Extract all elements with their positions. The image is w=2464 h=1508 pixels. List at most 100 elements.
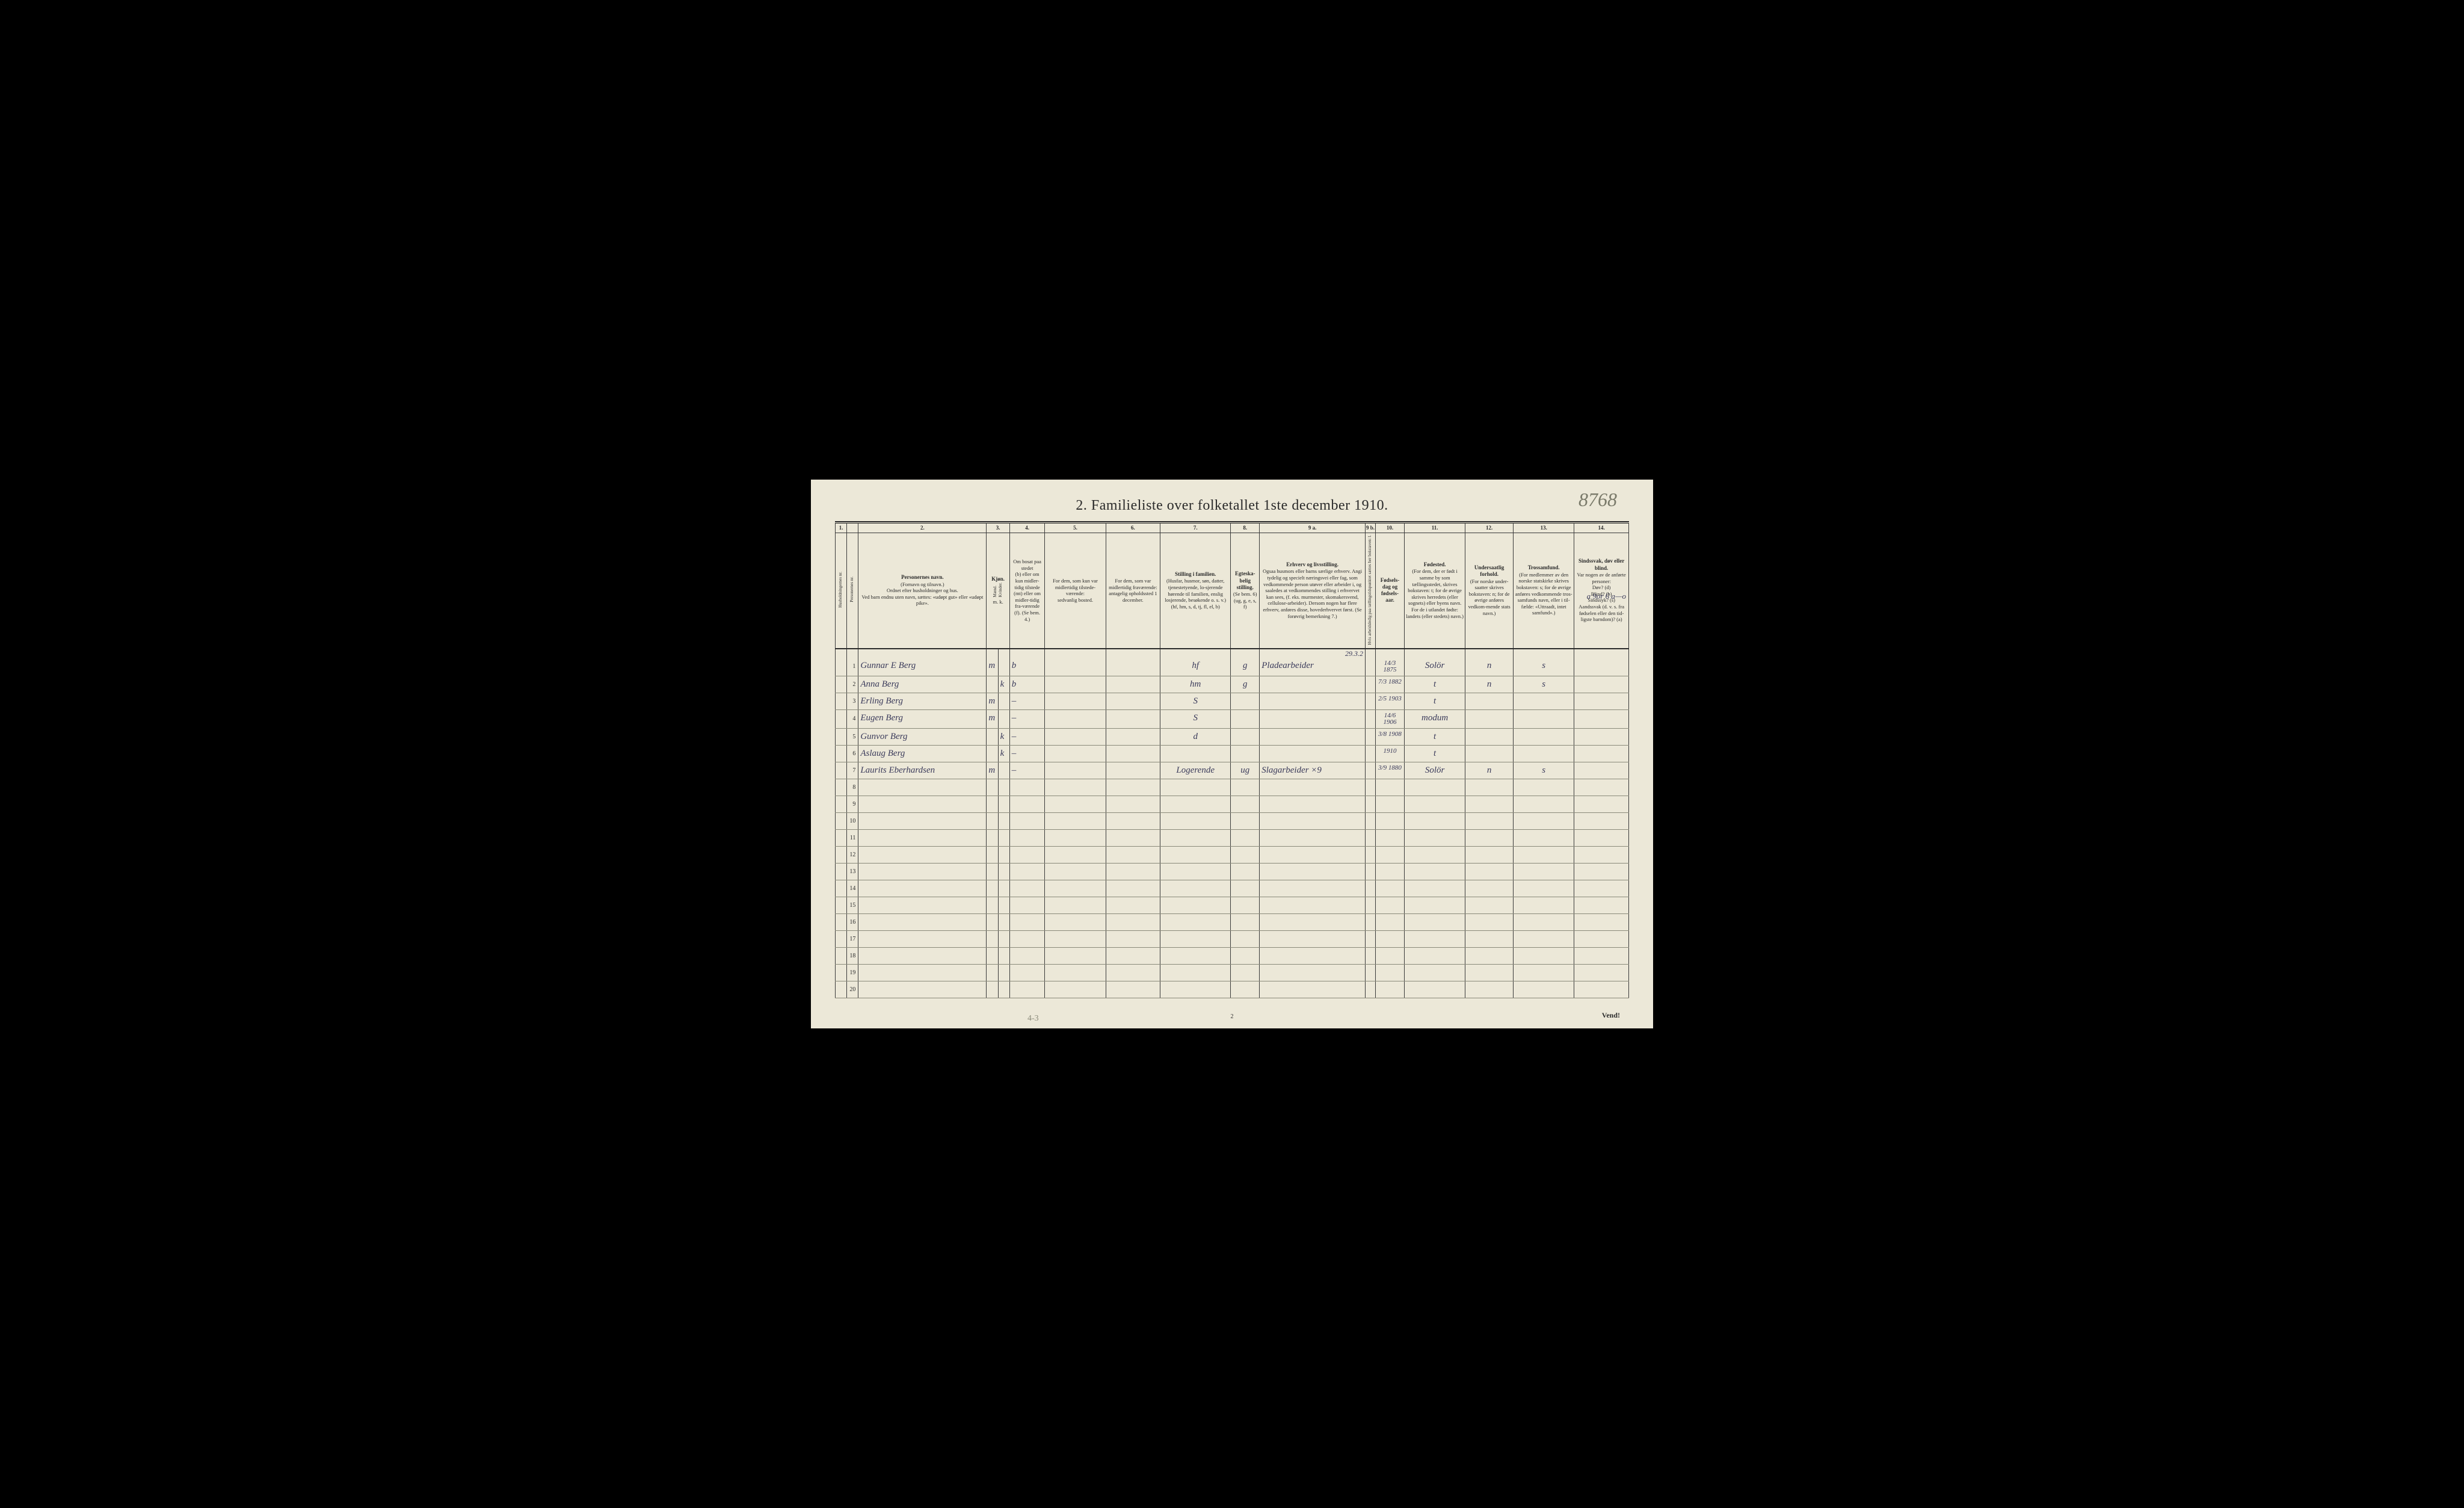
cell [987,676,998,693]
cell [998,762,1009,779]
cell [1106,847,1160,864]
header-navn: Personernes navn. (Fornavn og tilnavn.) … [858,533,987,649]
cell: s [1514,762,1574,779]
cell [1366,948,1376,965]
cell [1231,830,1260,847]
cell [1045,796,1106,813]
cell [1106,948,1160,965]
table-body: 29.3.21Gunnar E BergmbhfgPladearbeider14… [836,649,1629,998]
cell [1366,813,1376,830]
cell [1465,830,1514,847]
cell [1045,880,1106,897]
cell [1465,693,1514,710]
cell [1106,693,1160,710]
header-midlertidig-fravaerende: For dem, som var midlertidig fraværende:… [1106,533,1160,649]
cell [1009,965,1045,981]
cell [1260,693,1366,710]
cell [1260,931,1366,948]
cell [987,864,998,880]
cell [836,880,847,897]
cell: g [1231,658,1260,676]
cell: 3/9 1880 [1376,762,1405,779]
cell [1160,813,1231,830]
cell [1404,880,1465,897]
cell [1465,864,1514,880]
header-erhverv: Erhverv og livsstilling. Ogsaa husmors e… [1260,533,1366,649]
vend-note: Vend! [1602,1011,1620,1020]
colnum: 13. [1514,524,1574,533]
cell: k [998,729,1009,746]
cell: 3/8 1908 [1376,729,1405,746]
cell [858,847,987,864]
colnum: 5. [1045,524,1106,533]
cell [1574,880,1629,897]
row-number: 7 [847,762,858,779]
cell [836,779,847,796]
column-number-row: 1. 2. 3. 4. 5. 6. 7. 8. 9 a. 9 b. 10. 11… [836,524,1629,533]
cell: Solör [1404,658,1465,676]
cell [1366,676,1376,693]
cell [1009,914,1045,931]
cell [1465,813,1514,830]
cell [1045,948,1106,965]
cell [1009,948,1045,965]
cell [1366,847,1376,864]
cell [987,948,998,965]
cell [1106,981,1160,998]
colnum: 4. [1009,524,1045,533]
cell [1260,830,1366,847]
cell: 14/3 1875 [1376,658,1405,676]
cell [1404,830,1465,847]
row-number: 4 [847,710,858,729]
cell [1009,981,1045,998]
cell [1045,981,1106,998]
cell [1231,796,1260,813]
cell: – [1009,762,1045,779]
census-table: 1. 2. 3. 4. 5. 6. 7. 8. 9 a. 9 b. 10. 11… [835,524,1629,999]
cell [1514,779,1574,796]
colnum: 11. [1404,524,1465,533]
cell: m [987,658,998,676]
cell [998,779,1009,796]
row-number: 11 [847,830,858,847]
cell [1045,813,1106,830]
cell [1160,948,1231,965]
cell [1106,676,1160,693]
cell [1160,746,1231,762]
cell [1106,830,1160,847]
colnum [847,524,858,533]
cell [1231,864,1260,880]
cell: m [987,710,998,729]
cell: k [998,746,1009,762]
cell [1514,746,1574,762]
cell [1106,914,1160,931]
cell [1045,965,1106,981]
colnum: 12. [1465,524,1514,533]
cell: 2/5 1903 [1376,693,1405,710]
cell [1404,897,1465,914]
cell [1376,965,1405,981]
header-stilling: Stilling i familien. (Husfar, husmor, sø… [1160,533,1231,649]
cell [1465,897,1514,914]
cell [1574,676,1629,693]
cell [1514,931,1574,948]
cell [1574,658,1629,676]
colnum: 6. [1106,524,1160,533]
cell [1160,864,1231,880]
row-number: 13 [847,864,858,880]
cell [1376,779,1405,796]
cell [836,676,847,693]
cell [1106,779,1160,796]
cell [1514,796,1574,813]
cell [836,762,847,779]
cell [1231,914,1260,931]
cell [1465,981,1514,998]
cell [1366,981,1376,998]
cell [1231,710,1260,729]
cell [836,931,847,948]
cell [1514,914,1574,931]
cell [998,981,1009,998]
cell [858,864,987,880]
cell: Erling Berg [858,693,987,710]
cell [987,931,998,948]
